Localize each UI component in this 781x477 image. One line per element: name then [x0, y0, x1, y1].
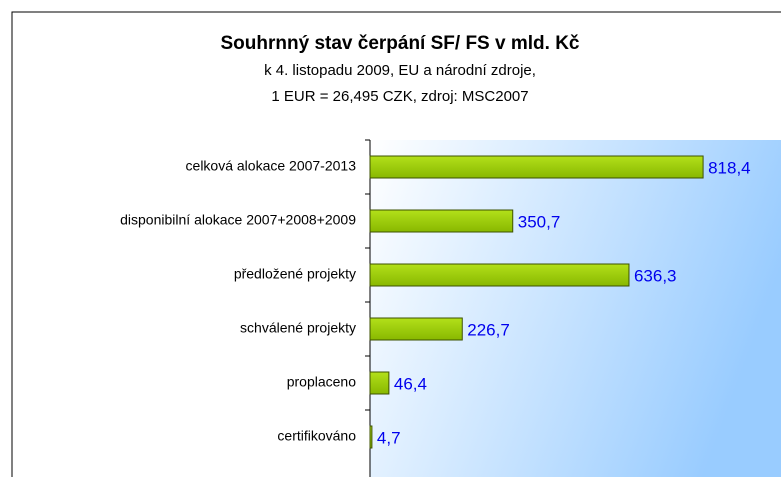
bar [369, 425, 373, 449]
bar [369, 317, 463, 341]
y-tick-label: proplaceno [287, 374, 356, 390]
chart-subtitle: k 4. listopadu 2009, EU a národní zdroje… [264, 62, 536, 79]
y-tick-label: certifikováno [277, 428, 356, 444]
data-label: 226,7 [467, 320, 510, 339]
y-tick-label: celková alokace 2007-2013 [186, 158, 357, 174]
data-label: 350,7 [518, 212, 561, 231]
bar [369, 155, 704, 179]
bar [369, 371, 390, 395]
y-tick-label: disponibilní alokace 2007+2008+2009 [120, 212, 356, 228]
y-tick-label: schválené projekty [240, 320, 356, 336]
chart-title: Souhrnný stav čerpání SF/ FS v mld. Kč [221, 33, 580, 54]
data-label: 818,4 [708, 158, 751, 177]
y-tick-label: předložené projekty [234, 266, 356, 282]
bar [369, 263, 630, 287]
data-label: 46,4 [394, 374, 427, 393]
data-label: 636,3 [634, 266, 677, 285]
data-label: 4,7 [377, 428, 401, 447]
plot-area [370, 140, 781, 477]
bar [369, 209, 514, 233]
chart-subtitle: 1 EUR = 26,495 CZK, zdroj: MSC2007 [271, 88, 528, 105]
